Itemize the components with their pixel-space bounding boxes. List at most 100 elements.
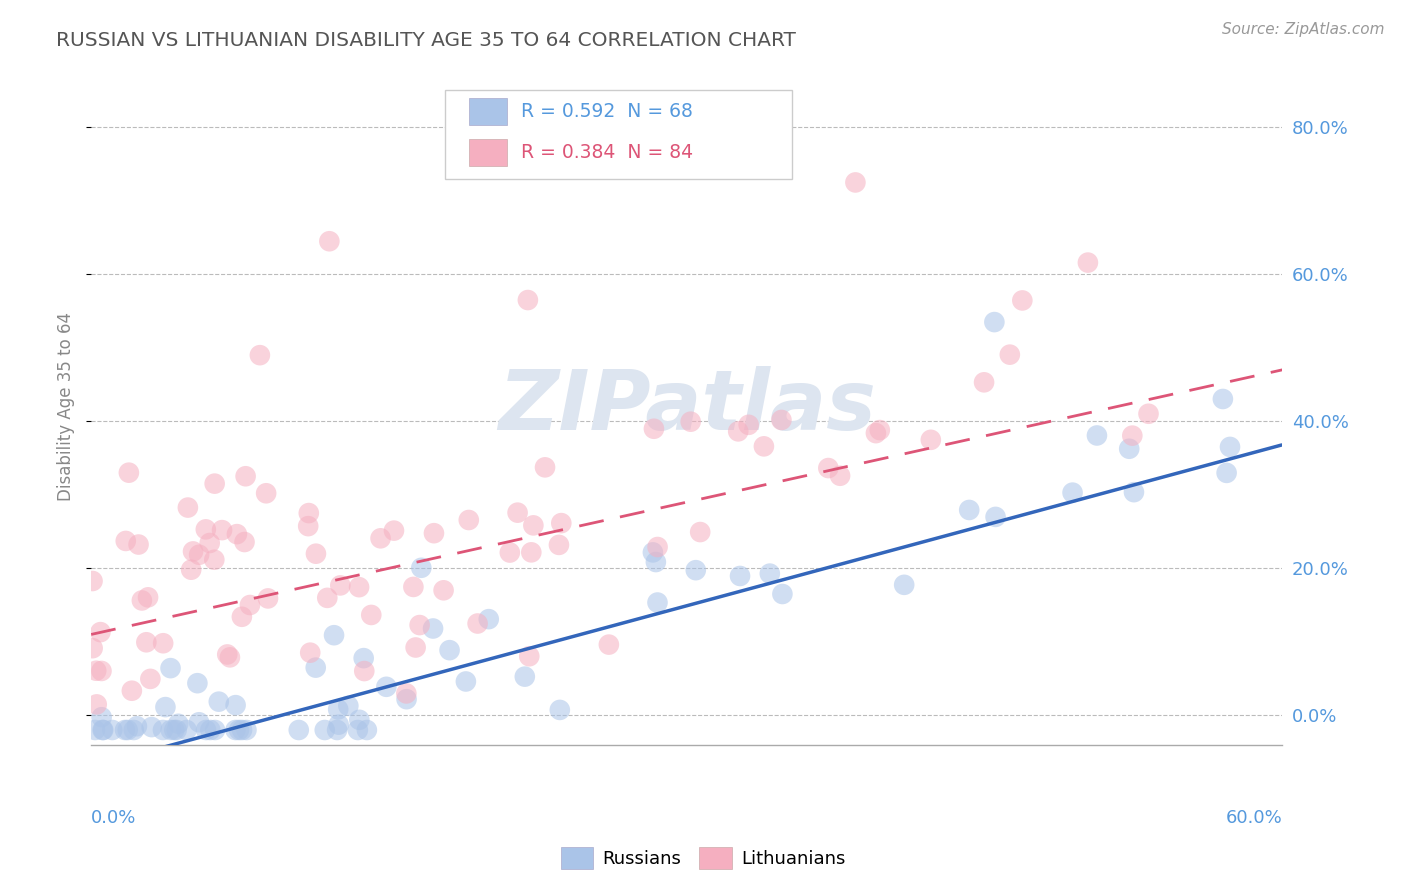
Point [408, 618, 430, 632]
Point [176, 723, 198, 737]
Text: RUSSIAN VS LITHUANIAN DISABILITY AGE 35 TO 64 CORRELATION CHART: RUSSIAN VS LITHUANIAN DISABILITY AGE 35 … [56, 31, 796, 50]
FancyBboxPatch shape [444, 90, 792, 178]
Point [467, 616, 489, 631]
Point [198, 536, 221, 550]
Point [865, 426, 887, 441]
Point [326, 723, 349, 737]
Point [287, 723, 309, 737]
Point [329, 578, 352, 592]
Point [163, 723, 186, 737]
Point [770, 413, 793, 427]
Point [90, 710, 112, 724]
Point [177, 500, 200, 515]
Point [180, 563, 202, 577]
Point [82, 574, 104, 588]
Point [685, 563, 707, 577]
Point [375, 680, 398, 694]
Point [534, 460, 557, 475]
Point [517, 649, 540, 664]
Point [522, 518, 544, 533]
Point [1212, 392, 1234, 406]
Point [1137, 407, 1160, 421]
Point [117, 723, 139, 737]
Point [395, 692, 418, 706]
Point [356, 723, 378, 737]
Point [204, 476, 226, 491]
Point [305, 547, 328, 561]
Point [186, 676, 208, 690]
Point [159, 661, 181, 675]
Text: 60.0%: 60.0% [1226, 809, 1282, 827]
Point [439, 643, 461, 657]
Point [360, 607, 382, 622]
Point [204, 723, 226, 737]
Point [353, 651, 375, 665]
Point [152, 723, 174, 737]
Point [844, 176, 866, 190]
Text: R = 0.384  N = 84: R = 0.384 N = 84 [522, 143, 693, 161]
Point [770, 587, 793, 601]
Point [727, 425, 749, 439]
Point [644, 555, 666, 569]
Point [983, 315, 1005, 329]
Point [233, 535, 256, 549]
Point [131, 593, 153, 607]
Point [91, 723, 114, 737]
Point [349, 713, 371, 727]
Point [155, 700, 177, 714]
Point [181, 544, 204, 558]
Point [84, 723, 107, 737]
Point [411, 561, 433, 575]
Point [235, 469, 257, 483]
Point [257, 591, 280, 606]
Point [513, 670, 536, 684]
Point [395, 686, 418, 700]
Point [235, 723, 257, 737]
Point [432, 583, 454, 598]
Point [405, 640, 427, 655]
Point [202, 552, 225, 566]
Point [90, 664, 112, 678]
Point [1085, 428, 1108, 442]
Point [219, 650, 242, 665]
Point [84, 664, 107, 678]
Point [128, 537, 150, 551]
Text: ZIPatlas: ZIPatlas [498, 366, 876, 447]
Point [457, 513, 479, 527]
Point [973, 376, 995, 390]
Point [167, 716, 190, 731]
Point [114, 533, 136, 548]
Bar [468, 98, 506, 125]
Text: Source: ZipAtlas.com: Source: ZipAtlas.com [1222, 22, 1385, 37]
Point [249, 348, 271, 362]
Point [728, 569, 751, 583]
Point [984, 509, 1007, 524]
Point [752, 439, 775, 453]
Bar [468, 138, 506, 166]
Point [82, 641, 104, 656]
Point [316, 591, 339, 605]
Point [101, 723, 124, 737]
Point [478, 612, 501, 626]
Point [297, 519, 319, 533]
Point [314, 723, 336, 737]
Point [817, 461, 839, 475]
Point [347, 723, 370, 737]
Point [231, 723, 253, 737]
Point [506, 506, 529, 520]
Point [1062, 485, 1084, 500]
Point [152, 636, 174, 650]
Point [166, 723, 188, 737]
Point [328, 717, 350, 731]
Point [122, 723, 145, 737]
Point [647, 595, 669, 609]
Point [200, 723, 222, 737]
Point [141, 720, 163, 734]
Point [1011, 293, 1033, 308]
Point [423, 526, 446, 541]
Point [337, 698, 360, 713]
Point [1118, 442, 1140, 456]
Point [225, 723, 247, 737]
Point [920, 433, 942, 447]
Point [759, 566, 782, 581]
